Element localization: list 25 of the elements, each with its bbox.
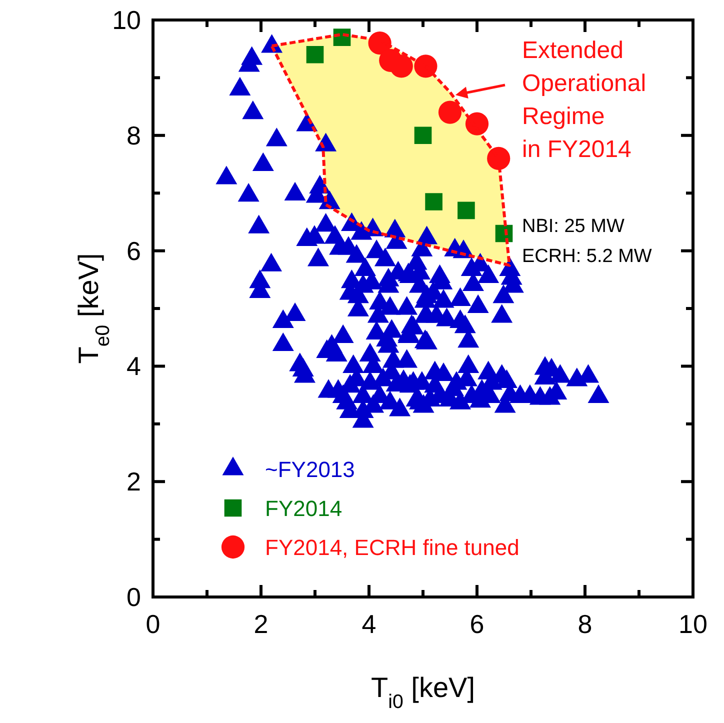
y-tick-label: 2 xyxy=(126,466,141,497)
point xyxy=(306,46,324,64)
legend-label: ~FY2013 xyxy=(265,457,355,482)
legend-label: FY2014 xyxy=(265,496,342,521)
annotation: NBI: 25 MW xyxy=(522,216,624,237)
x-tick-label: 2 xyxy=(254,609,268,639)
point xyxy=(438,100,462,124)
x-tick-label: 8 xyxy=(578,609,592,639)
x-tick-label: 0 xyxy=(146,609,160,639)
y-tick-label: 6 xyxy=(126,236,141,266)
point xyxy=(414,126,432,144)
point xyxy=(425,193,442,210)
annotation: ECRH: 5.2 MW xyxy=(522,246,652,267)
x-axis-title: T$_{i0}$ [keV] xyxy=(371,672,475,713)
x-tick-label: 10 xyxy=(678,609,708,639)
x-tick-label: 6 xyxy=(470,609,484,639)
point xyxy=(390,54,413,78)
x-tick-label: 4 xyxy=(362,609,376,639)
y-tick-label: 8 xyxy=(126,120,141,150)
annotation: Extended Operational Regime in FY2014 xyxy=(522,37,646,163)
point xyxy=(458,202,475,220)
y-tick-label: 0 xyxy=(126,582,141,612)
legend-label: FY2014, ECRH fine tuned xyxy=(265,535,520,560)
y-tick-label: 4 xyxy=(126,351,141,382)
y-tick-label: 10 xyxy=(112,5,141,35)
